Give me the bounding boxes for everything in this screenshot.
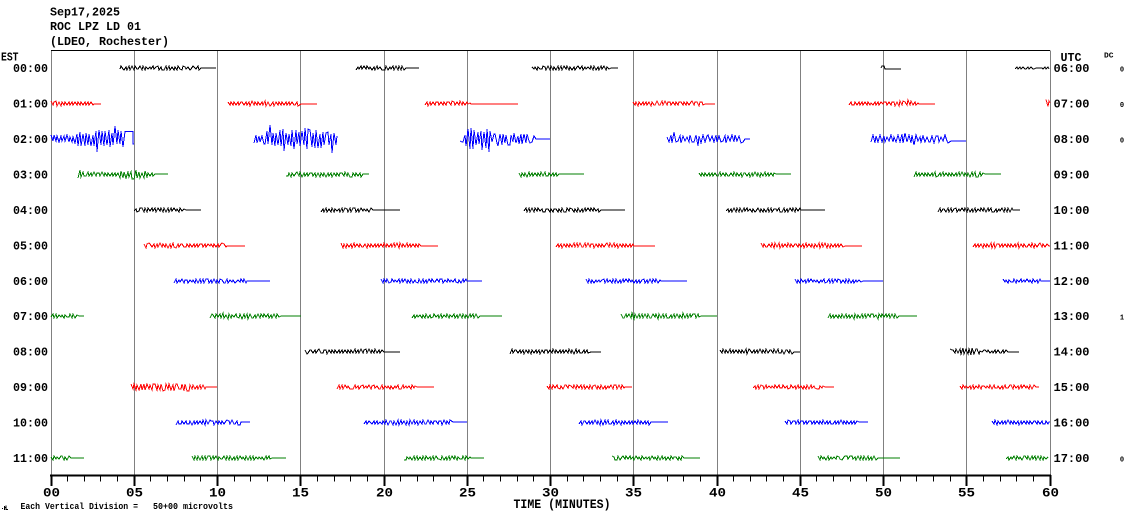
- svg-text:09:00: 09:00: [1054, 169, 1090, 183]
- svg-text:45: 45: [792, 486, 809, 501]
- svg-text:Sep17,2025: Sep17,2025: [50, 6, 120, 20]
- svg-text:07:00: 07:00: [1054, 98, 1090, 112]
- svg-text:Each Vertical Division =: Each Vertical Division =: [21, 502, 139, 512]
- svg-text:08:00: 08:00: [1054, 133, 1090, 147]
- svg-text:ROC LPZ LD 01: ROC LPZ LD 01: [50, 20, 141, 34]
- svg-text:10: 10: [209, 486, 226, 501]
- svg-text:00:00: 00:00: [13, 62, 48, 76]
- svg-text:07:00: 07:00: [13, 310, 48, 324]
- svg-text:10:00: 10:00: [1054, 204, 1090, 218]
- svg-text:10:00: 10:00: [13, 417, 48, 431]
- svg-text:09:00: 09:00: [13, 381, 48, 395]
- svg-text:EST: EST: [1, 51, 19, 65]
- svg-text:15: 15: [292, 486, 309, 501]
- svg-text:DC: DC: [1104, 53, 1114, 61]
- svg-text:17:00: 17:00: [1054, 452, 1090, 466]
- svg-text:13:00: 13:00: [1054, 310, 1090, 324]
- svg-text:12:00: 12:00: [1054, 275, 1090, 289]
- svg-text:06:00: 06:00: [13, 275, 48, 289]
- svg-text:40: 40: [709, 486, 726, 501]
- svg-text:06:00: 06:00: [1054, 62, 1090, 76]
- svg-text:11:00: 11:00: [13, 452, 48, 466]
- svg-text:0: 0: [1120, 138, 1124, 146]
- svg-text:11:00: 11:00: [1054, 240, 1090, 254]
- svg-text:15:00: 15:00: [1054, 381, 1090, 395]
- svg-text:00: 00: [43, 486, 60, 501]
- svg-text:25: 25: [459, 486, 476, 501]
- svg-text:05: 05: [126, 486, 143, 501]
- svg-text:05:00: 05:00: [13, 240, 48, 254]
- svg-text:(LDEO, Rochester): (LDEO, Rochester): [50, 35, 169, 49]
- svg-text:04:00: 04:00: [13, 204, 48, 218]
- svg-text:01:00: 01:00: [13, 98, 48, 112]
- svg-text:14:00: 14:00: [1054, 346, 1090, 360]
- svg-text:UTC: UTC: [1061, 51, 1082, 65]
- svg-text:1: 1: [1120, 315, 1124, 323]
- svg-text:03:00: 03:00: [13, 169, 48, 183]
- svg-text:0: 0: [1120, 457, 1124, 465]
- svg-text:35: 35: [625, 486, 642, 501]
- svg-text:02:00: 02:00: [13, 133, 48, 147]
- svg-text:16:00: 16:00: [1054, 417, 1090, 431]
- svg-text:60: 60: [1042, 486, 1059, 501]
- svg-text:0: 0: [1120, 67, 1124, 75]
- svg-text:0: 0: [1120, 102, 1124, 110]
- svg-text:50: 50: [875, 486, 892, 501]
- svg-text:30: 30: [542, 486, 559, 501]
- svg-text:50+00 microvolts: 50+00 microvolts: [153, 502, 233, 512]
- svg-text:55: 55: [958, 486, 975, 501]
- svg-text:20: 20: [376, 486, 393, 501]
- svg-text:TIME (MINUTES): TIME (MINUTES): [514, 497, 611, 512]
- svg-text:08:00: 08:00: [13, 346, 48, 360]
